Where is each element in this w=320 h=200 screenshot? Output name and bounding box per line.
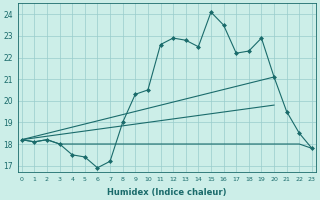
X-axis label: Humidex (Indice chaleur): Humidex (Indice chaleur) (107, 188, 227, 197)
